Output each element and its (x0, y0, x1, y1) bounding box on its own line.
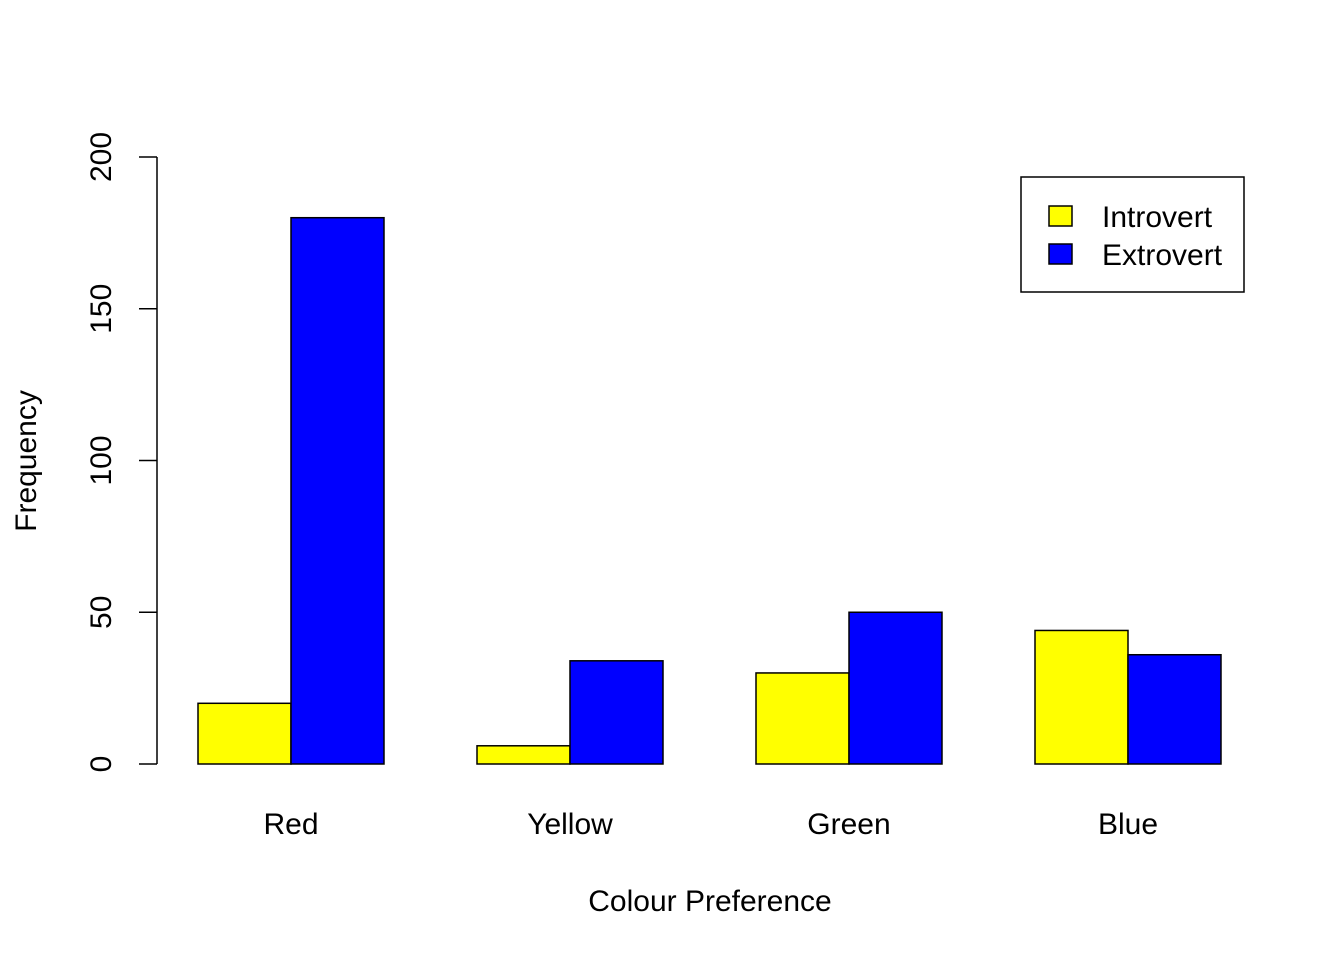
x-tick-label: Blue (1098, 808, 1158, 841)
legend-label-extrovert: Extrovert (1102, 239, 1223, 272)
y-axis-title: Frequency (10, 390, 43, 532)
bar-extrovert-blue (1127, 653, 1222, 765)
x-axis-labels: Red Yellow Green Blue (263, 808, 1158, 841)
x-tick-label: Yellow (527, 808, 613, 841)
legend-swatch-introvert (1048, 205, 1073, 227)
bar-extrovert-yellow (569, 660, 664, 765)
x-axis-title: Colour Preference (588, 885, 831, 918)
y-tick-label: 150 (85, 284, 118, 334)
bar-introvert-green (755, 672, 850, 765)
y-tick-label: 100 (85, 435, 118, 485)
x-tick-label: Green (807, 808, 890, 841)
legend-label-introvert: Introvert (1102, 201, 1213, 234)
x-tick-label: Red (263, 808, 318, 841)
bar-extrovert-green (848, 611, 943, 765)
bar-extrovert-red (290, 216, 385, 765)
y-axis: 0 50 100 150 200 (85, 132, 158, 773)
legend-swatch-extrovert (1048, 243, 1073, 265)
y-tick-label: 0 (85, 756, 118, 773)
bar-introvert-red (197, 702, 292, 765)
bars (197, 216, 1222, 765)
legend: Introvert Extrovert (1020, 176, 1245, 293)
bar-introvert-blue (1034, 629, 1129, 765)
bar-introvert-yellow (476, 745, 571, 765)
legend-box (1020, 176, 1245, 293)
y-tick-label: 50 (85, 596, 118, 629)
y-tick-label: 200 (85, 132, 118, 182)
